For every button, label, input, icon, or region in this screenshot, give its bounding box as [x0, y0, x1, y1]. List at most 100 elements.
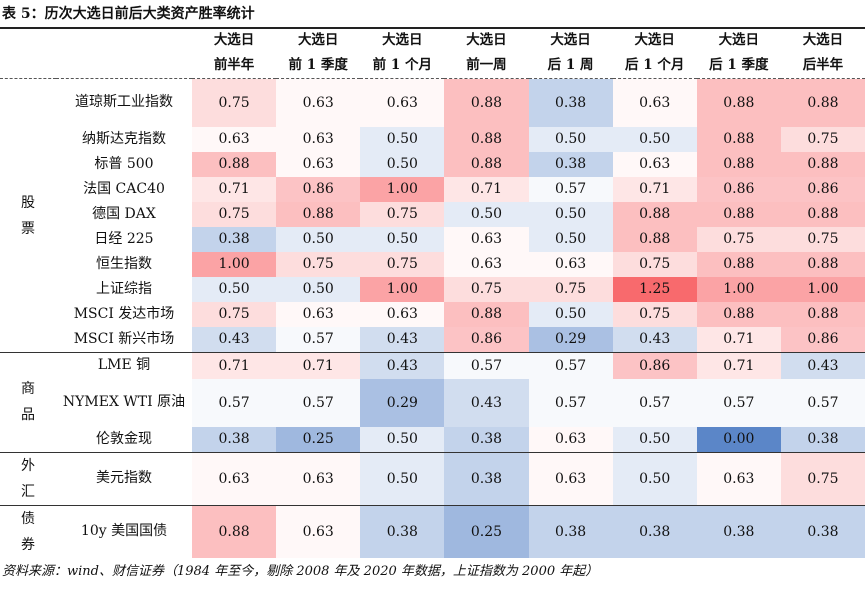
win-rate-cell: 0.38: [192, 226, 277, 252]
win-rate-cell: 0.75: [612, 251, 697, 277]
win-rate-cell: 0.75: [528, 276, 613, 302]
top-rule: [0, 27, 865, 29]
win-rate-cell: 0.88: [444, 301, 529, 327]
win-rate-cell: 0.63: [276, 126, 361, 152]
table-row: 股票 道琼斯工业指数 0.75 0.63 0.63 0.88 0.38 0.63 0.88 0.8…: [0, 78, 865, 237]
win-rate-cell: 0.50: [528, 226, 613, 252]
win-rate-cell: 0.86: [444, 326, 529, 353]
win-rate-cell: 0.88: [780, 151, 865, 177]
win-rate-cell: 0.88: [780, 78, 865, 127]
asset-name: LME 铜: [56, 352, 192, 379]
column-header-top: 大选日: [382, 32, 423, 48]
win-rate-cell: 0.75: [192, 201, 277, 227]
asset-name: MSCI 新兴市场: [73, 330, 175, 347]
win-rate-cell: 0.88: [696, 301, 781, 327]
win-rate-cell: 0.50: [444, 201, 529, 227]
column-header-bottom: 前一周: [444, 53, 529, 79]
win-rate-cell: 0.50: [360, 226, 445, 252]
win-rate-cell: 0.38: [528, 151, 613, 177]
win-rate-cell: 0.71: [612, 176, 697, 202]
win-rate-cell: 0.25: [444, 504, 529, 558]
column-header-bottom: 后 1 周: [528, 53, 613, 79]
asset-name: 恒生指数: [96, 255, 152, 272]
table-row: 纳斯达克指数 0.63 0.63 0.50 0.88 0.50 0.50 0.88 0.75: [0, 126, 865, 152]
win-rate-cell: 0.38: [612, 504, 697, 558]
header-corner: [56, 53, 192, 79]
win-rate-cell: 0.50: [528, 126, 613, 152]
column-header-bottom: 后 1 季度: [696, 53, 781, 79]
win-rate-cell: 0.50: [612, 126, 697, 152]
win-rate-cell: 0.88: [192, 151, 277, 177]
asset-name: 道琼斯工业指数: [75, 94, 173, 111]
header-corner: [56, 28, 192, 53]
win-rate-cell: 0.88: [696, 201, 781, 227]
win-rate-cell: 0.75: [192, 78, 277, 127]
column-header-bottom: 后 1 个月: [612, 53, 697, 79]
table-row: 债券 10y 美国国债 0.88 0.63 0.38 0.25 0.38 0.38 0.38 0.…: [0, 504, 865, 558]
win-rate-cell: 0.25: [276, 426, 361, 453]
win-rate-cell: 0.75: [360, 201, 445, 227]
win-rate-cell: 0.88: [696, 126, 781, 152]
win-rate-cell: 0.43: [360, 326, 445, 353]
win-rate-cell: 0.75: [612, 301, 697, 327]
column-header-bottom: 前 1 个月: [360, 53, 445, 79]
win-rate-cell: 0.38: [780, 504, 865, 558]
win-rate-cell: 0.57: [276, 378, 361, 427]
win-rate-cell: 0.71: [696, 352, 781, 379]
table-row: NYMEX WTI 原油 0.57 0.57 0.29 0.43 0.57 0.57 0.57…: [0, 378, 865, 427]
win-rate-cell: 0.75: [192, 301, 277, 327]
win-rate-cell: 0.57: [192, 378, 277, 427]
column-header-top: 大选日: [213, 32, 255, 48]
column-header-bottom: 前 1 季度: [276, 53, 361, 79]
win-rate-cell: 0.38: [360, 504, 445, 558]
win-rate-cell: 1.00: [696, 276, 781, 302]
asset-name: 上证综指: [96, 280, 152, 297]
table-row: 商品 LME 铜 0.71 0.71 0.43 0.57 0.57 0.86 0.71 0.43: [0, 352, 865, 453]
win-rate-cell: 0.57: [276, 326, 361, 353]
win-rate-cell: 0.88: [780, 251, 865, 277]
win-rate-cell: 0.38: [192, 426, 277, 453]
win-rate-cell: 0.63: [696, 451, 781, 506]
asset-name: 10y 美国国债: [56, 504, 192, 558]
win-rate-cell: 0.50: [360, 426, 445, 453]
win-rate-cell: 1.00: [192, 251, 277, 277]
win-rate-cell: 0.88: [444, 78, 529, 127]
win-rate-cell: 0.88: [612, 201, 697, 227]
asset-group-label: 债券: [0, 504, 56, 558]
asset-name: 德国 DAX: [92, 205, 156, 222]
win-rate-cell: 0.88: [696, 78, 781, 127]
win-rate-cell: 0.88: [780, 301, 865, 327]
win-rate-cell: 0.50: [528, 301, 613, 327]
table-row: 德国 DAX 0.75 0.88 0.75 0.50 0.50 0.88 0.88 0.88: [0, 201, 865, 227]
win-rate-cell: 0.38: [528, 504, 613, 558]
win-rate-cell: 0.88: [780, 201, 865, 227]
win-rate-cell: 0.86: [612, 352, 697, 379]
win-rate-cell: 0.75: [444, 276, 529, 302]
column-header-bottom: 后半年: [780, 53, 865, 79]
column-header-top: 大选日: [550, 32, 591, 48]
win-rate-cell: 0.57: [528, 352, 613, 379]
win-rate-cell: 0.88: [612, 226, 697, 252]
win-rate-cell: 0.63: [612, 78, 697, 127]
win-rate-cell: 0.75: [696, 226, 781, 252]
win-rate-cell: 0.63: [360, 301, 445, 327]
table-title: 表 5：历次大选日前后大类资产胜率统计: [2, 6, 255, 22]
win-rate-cell: 1.25: [612, 276, 697, 302]
table-row: 法国 CAC40 0.71 0.86 1.00 0.71 0.57 0.71 0.86 0.86: [0, 176, 865, 202]
win-rate-cell: 0.63: [528, 251, 613, 277]
win-rate-cell: 0.63: [276, 301, 361, 327]
win-rate-cell: 0.63: [192, 126, 277, 152]
win-rate-cell: 0.63: [276, 151, 361, 177]
win-rate-cell: 1.00: [360, 176, 445, 202]
column-header-bottom: 前半年: [192, 53, 277, 79]
win-rate-cell: 0.43: [360, 352, 445, 379]
win-rate-cell: 0.88: [192, 504, 277, 558]
win-rate-cell: 0.86: [696, 176, 781, 202]
win-rate-cell: 0.75: [360, 251, 445, 277]
win-rate-cell: 0.63: [360, 78, 445, 127]
asset-name: 日经 225: [94, 230, 154, 247]
win-rate-cell: 0.50: [612, 426, 697, 453]
win-rate-table: 大选日 大选日 大选日 大选日 大选日 大选日 大选日 大选日 前半年 前 1 …: [0, 28, 865, 558]
asset-name: 法国 CAC40: [83, 180, 165, 197]
win-rate-cell: 0.63: [528, 451, 613, 506]
